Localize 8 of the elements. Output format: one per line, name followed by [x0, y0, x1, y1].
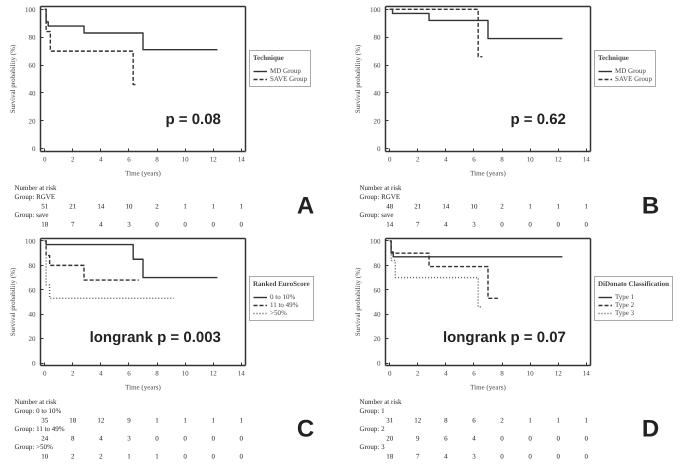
annotation: p = 0.08 — [165, 111, 221, 128]
text: D — [642, 416, 660, 442]
annotation: longrank p = 0.07 — [442, 329, 566, 346]
annotation: p = 0.62 — [510, 111, 566, 128]
text: B — [642, 192, 660, 220]
text: A — [296, 192, 314, 220]
text: C — [296, 416, 314, 442]
annotation: longrank p = 0.003 — [90, 329, 221, 346]
